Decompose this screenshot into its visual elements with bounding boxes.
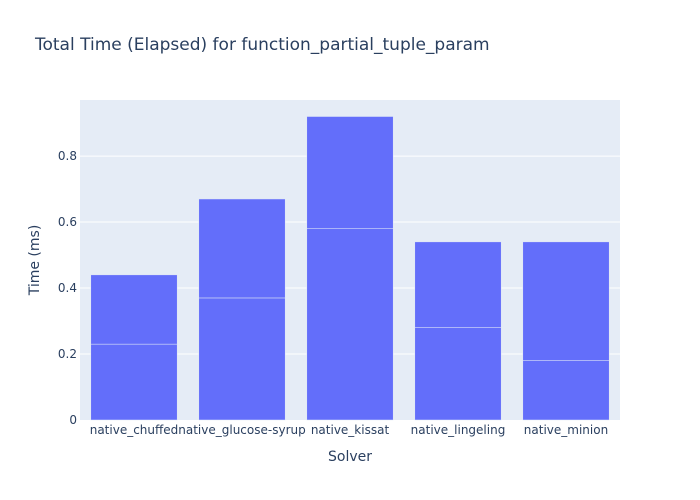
bar-segment-native_minion [522, 360, 610, 421]
x-axis-ticks: native_chuffed native_glucose-syrup native… [90, 423, 608, 437]
y-tick-label: 0 [69, 413, 77, 427]
x-tick-label: native_kissat [311, 423, 390, 437]
y-axis-ticks: 0 0.2 0.4 0.6 0.8 [58, 149, 77, 427]
x-tick-label: native_minion [524, 423, 608, 437]
y-tick-label: 0.4 [58, 281, 77, 295]
y-axis-title: Time (ms) [27, 225, 43, 297]
bar-segment-native_glucose-syrup [198, 198, 286, 299]
y-tick-label: 0.6 [58, 215, 77, 229]
y-tick-label: 0.2 [58, 347, 77, 361]
x-tick-label: native_lingeling [411, 423, 506, 437]
y-tick-label: 0.8 [58, 149, 77, 163]
bar-segment-native_kissat [306, 116, 394, 229]
bar-segment-native_lingeling [414, 241, 502, 328]
bar-segment-native_chuffed [90, 274, 178, 345]
chart-title: Total Time (Elapsed) for function_partia… [34, 35, 490, 55]
bar-segment-native_lingeling [414, 327, 502, 421]
bar-segment-native_kissat [306, 228, 394, 421]
bar-segment-native_chuffed [90, 343, 178, 421]
x-tick-label: native_glucose-syrup [178, 423, 305, 437]
x-axis-title: Solver [328, 449, 372, 465]
bar-segment-native_glucose-syrup [198, 297, 286, 421]
bars [90, 116, 610, 421]
x-tick-label: native_chuffed [90, 423, 179, 437]
bar-segment-native_minion [522, 241, 610, 361]
